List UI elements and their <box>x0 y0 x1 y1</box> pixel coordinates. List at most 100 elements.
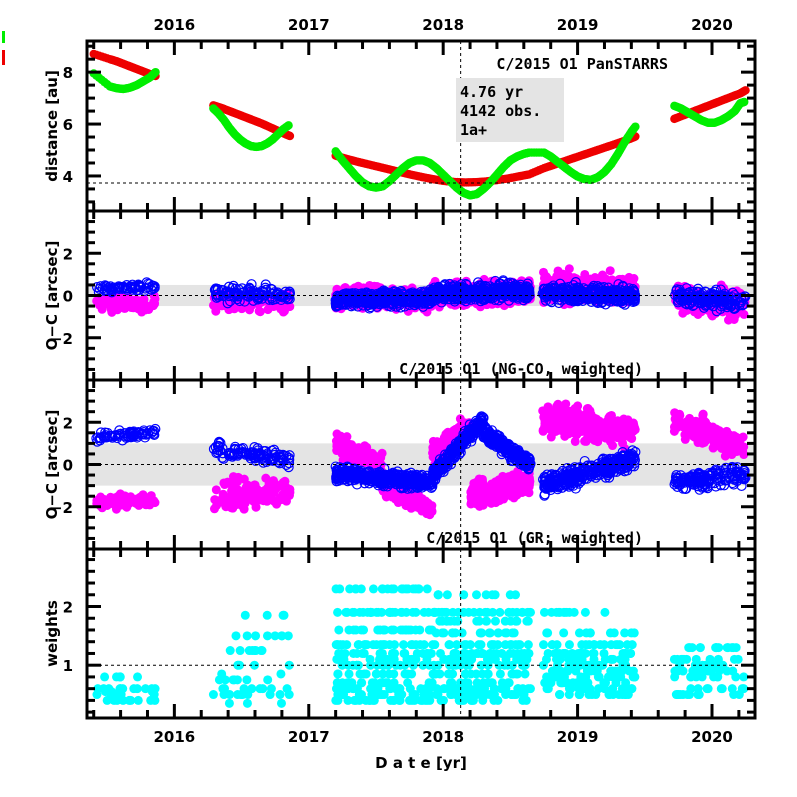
data-point <box>496 284 507 295</box>
data-point <box>255 307 265 317</box>
data-point <box>501 486 511 496</box>
data-point <box>672 297 684 308</box>
data-point <box>269 496 279 506</box>
data-point <box>281 482 291 492</box>
data-point <box>345 289 356 301</box>
data-point <box>628 292 640 303</box>
data-point <box>342 432 352 442</box>
data-point <box>107 283 118 294</box>
data-point <box>680 298 691 309</box>
data-point <box>284 490 294 500</box>
y-tick-label: 2 <box>63 245 73 263</box>
data-point <box>253 292 264 303</box>
data-point <box>143 282 154 293</box>
panel-annotation: C/2015 O1 (NG-CO, weighted) <box>399 360 643 378</box>
data-point <box>477 474 487 484</box>
data-point <box>498 471 508 481</box>
data-point <box>469 289 480 300</box>
data-point <box>362 442 372 452</box>
data-point <box>347 442 357 452</box>
data-point <box>518 295 529 306</box>
y-tick-label: 0 <box>63 288 73 306</box>
data-point <box>367 449 377 459</box>
data-point <box>210 495 220 505</box>
data-point <box>250 480 260 490</box>
data-point <box>239 296 250 307</box>
data-point <box>104 283 115 294</box>
data-point <box>601 285 612 297</box>
data-point <box>522 487 532 497</box>
data-point <box>112 493 122 503</box>
data-point <box>270 479 280 489</box>
data-point <box>261 473 271 483</box>
data-point <box>251 502 261 512</box>
data-point <box>269 487 279 497</box>
data-point <box>108 282 119 293</box>
data-point <box>114 282 125 293</box>
info-box-line: 4.76 yr <box>460 83 523 101</box>
data-point <box>213 291 224 302</box>
data-point <box>564 264 574 274</box>
data-point <box>505 288 516 299</box>
data-point <box>284 287 295 298</box>
data-point <box>139 285 150 296</box>
y-tick-label: 4 <box>63 168 73 186</box>
info-box-line: 4142 obs. <box>460 102 541 120</box>
data-point <box>417 494 427 504</box>
y-axis-title: distance [au] <box>43 70 61 182</box>
data-point <box>145 284 157 295</box>
data-point <box>515 472 525 482</box>
data-point <box>697 295 708 307</box>
data-point <box>277 490 287 500</box>
data-point <box>369 298 380 309</box>
data-point <box>362 455 372 465</box>
data-point <box>548 286 559 297</box>
data-point <box>417 288 428 299</box>
data-point <box>394 298 405 309</box>
y-tick-label: 6 <box>63 116 73 134</box>
data-point <box>283 121 292 131</box>
data-point <box>484 286 495 297</box>
data-point <box>209 504 219 514</box>
plot-area-distance <box>87 41 755 211</box>
data-point <box>524 287 535 298</box>
legend-geocentric-distance <box>2 31 5 43</box>
data-point <box>210 285 221 296</box>
data-point <box>428 288 439 299</box>
data-point <box>390 286 401 297</box>
data-point <box>374 289 385 300</box>
info-box <box>456 78 564 142</box>
y-tick-label: −2 <box>50 330 73 348</box>
data-point <box>260 279 271 290</box>
data-point <box>605 266 615 276</box>
data-point <box>441 288 452 300</box>
data-point <box>341 288 352 299</box>
data-point <box>388 289 399 300</box>
data-point <box>466 286 477 297</box>
plot-area-oc-gr <box>87 380 755 549</box>
data-point <box>101 281 112 292</box>
data-point <box>244 282 255 293</box>
data-point <box>731 294 742 305</box>
data-point <box>239 493 249 503</box>
data-point <box>630 123 639 132</box>
data-point <box>374 292 385 303</box>
data-point <box>120 283 131 294</box>
data-point <box>587 288 598 300</box>
data-point <box>227 481 237 491</box>
data-point <box>211 485 221 495</box>
data-point <box>459 289 470 300</box>
data-point <box>481 283 493 295</box>
plot-area-oc-ngco <box>87 211 755 380</box>
y-tick-label: 8 <box>63 64 73 82</box>
data-point <box>718 294 729 305</box>
data-point <box>283 293 294 304</box>
data-point <box>739 98 748 107</box>
data-point <box>217 494 227 504</box>
data-point <box>245 305 255 315</box>
data-point <box>520 281 532 292</box>
data-point <box>103 297 113 307</box>
data-point <box>273 289 284 300</box>
data-point <box>708 301 719 312</box>
data-point <box>130 282 141 294</box>
